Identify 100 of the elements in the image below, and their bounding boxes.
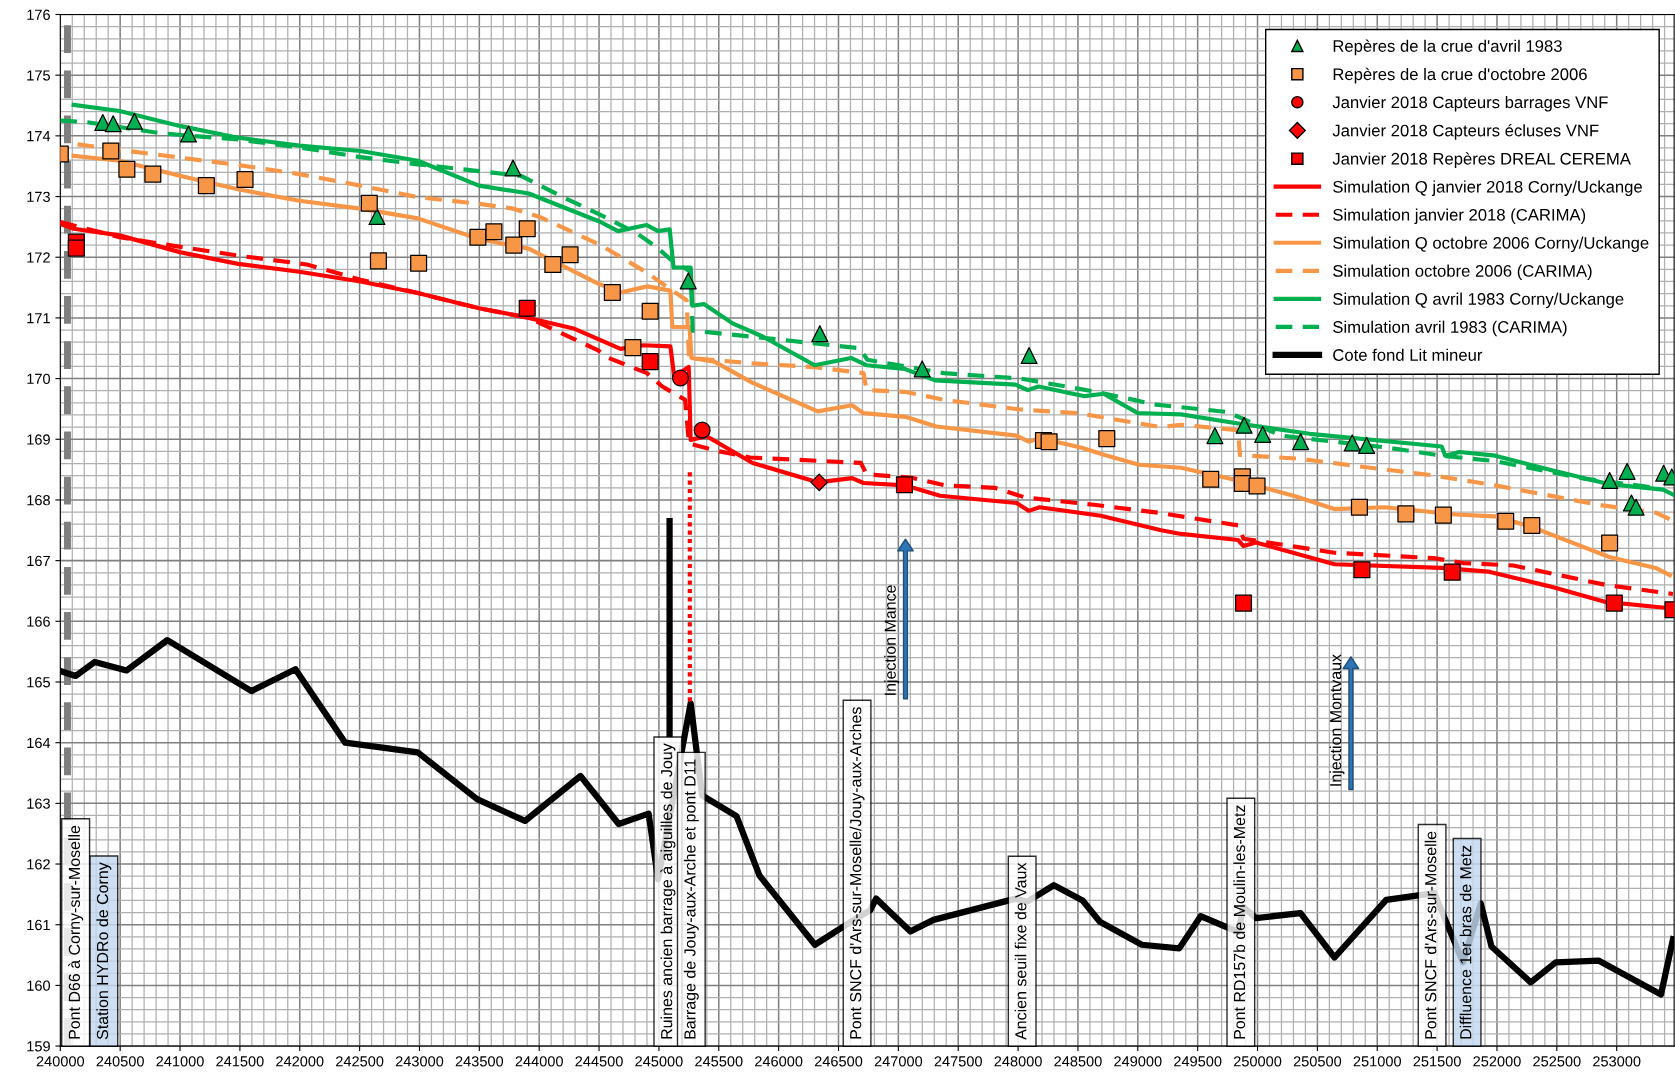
legend-label: Janvier 2018 Capteurs barrages VNF xyxy=(1332,95,1608,112)
legend-label: Simulation Q octobre 2006 Corny/Uckange xyxy=(1333,236,1649,253)
point xyxy=(1434,506,1452,524)
legend-label: Cote fond Lit mineur xyxy=(1333,348,1483,361)
point xyxy=(1234,594,1253,612)
point xyxy=(1397,505,1415,523)
point xyxy=(1248,477,1266,495)
point xyxy=(1098,430,1116,448)
x-tick-label: 252000 xyxy=(1473,1056,1521,1067)
y-tick-label: 176 xyxy=(27,9,50,20)
point xyxy=(1202,470,1220,488)
legend-label: Simulation Q janvier 2018 Corny/Uckange xyxy=(1333,180,1642,196)
point xyxy=(1618,462,1636,480)
point xyxy=(641,302,659,320)
point xyxy=(125,112,143,130)
point xyxy=(1358,436,1376,454)
point xyxy=(469,228,487,246)
point xyxy=(1020,346,1038,365)
annotation: Pont D66 à Corny-sur-Moselle xyxy=(68,825,84,1039)
x-tick-label: 253000 xyxy=(1593,1056,1641,1067)
point xyxy=(693,421,711,439)
point xyxy=(504,159,522,177)
y-tick-label: 161 xyxy=(27,919,50,931)
point xyxy=(118,160,136,178)
annotation: Ancien seuil fixe de Vaux xyxy=(1014,862,1027,1040)
annotation: Injection Mance xyxy=(884,585,900,695)
point xyxy=(144,165,162,183)
point xyxy=(1601,471,1619,490)
point xyxy=(624,339,642,357)
legend-label: Janvier 2018 Repères DREAL CEREMA xyxy=(1332,152,1631,168)
point xyxy=(368,208,386,226)
legend-label: Janvier 2018 Capteurs écluses VNF xyxy=(1332,124,1599,140)
point xyxy=(671,369,690,387)
point xyxy=(810,473,829,492)
legend-label: Repères de la crue d'octobre 2006 xyxy=(1333,67,1587,84)
annotation: Barrage de Jouy-aux-Arche et pont D11 xyxy=(683,759,699,1039)
point xyxy=(544,255,562,274)
x-tick-label: 249500 xyxy=(1174,1056,1222,1067)
point xyxy=(1350,498,1368,516)
y-tick-label: 160 xyxy=(27,980,51,991)
y-tick-label: 163 xyxy=(27,798,50,809)
point xyxy=(913,360,931,378)
point xyxy=(1292,433,1310,451)
point xyxy=(1497,512,1515,530)
legend-label: Repères de la crue d'avril 1983 xyxy=(1333,39,1562,56)
point xyxy=(1523,516,1541,534)
x-tick-label: 243000 xyxy=(395,1056,444,1067)
point xyxy=(360,194,378,212)
x-tick-label: 248500 xyxy=(1054,1056,1102,1067)
point xyxy=(1443,563,1461,581)
x-tick-label: 243500 xyxy=(455,1056,504,1067)
point xyxy=(518,299,536,317)
x-tick-label: 244000 xyxy=(515,1056,563,1067)
x-tick-label: 240000 xyxy=(36,1056,85,1067)
y-tick-label: 159 xyxy=(27,1041,50,1052)
y-tick-label: 170 xyxy=(27,373,51,385)
x-tick-label: 246000 xyxy=(755,1056,803,1067)
point xyxy=(67,239,85,257)
annotation: Pont SNCF d'Ars-sur-Moselle/Jouy-aux-Arches xyxy=(849,707,865,1039)
y-tick-label: 172 xyxy=(27,252,50,263)
y-tick-label: 175 xyxy=(27,70,50,81)
point xyxy=(1605,594,1623,612)
point xyxy=(1343,434,1361,452)
point xyxy=(369,252,387,270)
point xyxy=(179,125,198,143)
point xyxy=(679,272,697,290)
point xyxy=(1235,416,1253,434)
x-tick-label: 242500 xyxy=(336,1056,384,1067)
x-tick-label: 247000 xyxy=(874,1056,923,1067)
x-tick-label: 244500 xyxy=(575,1056,623,1067)
x-tick-label: 241500 xyxy=(216,1056,264,1067)
x-tick-label: 245000 xyxy=(635,1056,683,1067)
x-tick-label: 251000 xyxy=(1353,1056,1402,1067)
point xyxy=(1206,427,1224,445)
point xyxy=(197,177,215,195)
annotation: Injection Montvaux xyxy=(1329,654,1345,786)
legend-label: Simulation avril 1983 (CARIMA) xyxy=(1333,320,1567,337)
point xyxy=(895,476,914,494)
y-tick-label: 169 xyxy=(27,434,50,445)
annotation: Pont RD157b de Moulin-les-Metz xyxy=(1233,805,1246,1039)
x-tick-label: 248000 xyxy=(994,1056,1042,1067)
y-tick-label: 164 xyxy=(27,737,51,749)
point xyxy=(811,325,829,343)
x-tick-label: 252500 xyxy=(1533,1056,1581,1067)
x-tick-label: 245500 xyxy=(695,1056,743,1067)
x-tick-label: 240500 xyxy=(96,1056,144,1067)
x-tick-label: 250500 xyxy=(1293,1056,1342,1067)
point xyxy=(1040,433,1058,451)
x-tick-label: 249000 xyxy=(1114,1056,1162,1067)
annotation: Diffluence 1er bras de Metz xyxy=(1459,845,1472,1039)
y-tick-label: 166 xyxy=(27,616,50,627)
point xyxy=(1353,561,1371,579)
x-tick-label: 242000 xyxy=(276,1056,324,1067)
x-tick-label: 251500 xyxy=(1413,1056,1461,1067)
point xyxy=(505,236,523,254)
annotation: Station HYDRo de Corny xyxy=(96,862,112,1040)
legend-label: Simulation Q avril 1983 Corny/Uckange xyxy=(1333,292,1624,309)
point xyxy=(485,223,503,241)
y-tick-label: 168 xyxy=(27,495,50,506)
y-tick-label: 171 xyxy=(27,313,50,324)
